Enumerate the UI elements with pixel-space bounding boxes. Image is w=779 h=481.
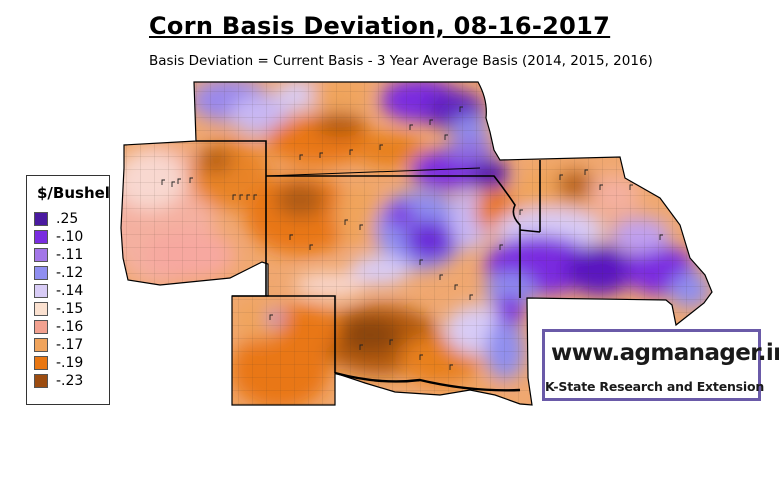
legend-label: -.11	[56, 247, 84, 263]
legend-swatch	[34, 248, 48, 262]
legend-item: .25	[34, 210, 108, 228]
legend-item: -.10	[34, 228, 108, 246]
legend-item: -.17	[34, 336, 108, 354]
legend-label: .25	[56, 211, 79, 227]
page-title: Corn Basis Deviation, 08-16-2017	[149, 12, 611, 40]
legend-swatch	[34, 338, 48, 352]
legend-label: -.12	[56, 265, 84, 281]
legend-label: -.23	[56, 373, 84, 389]
legend-swatch	[34, 230, 48, 244]
legend-title: $/Bushel	[37, 184, 110, 202]
elevator-markers	[161, 106, 663, 370]
legend-item: -.15	[34, 300, 108, 318]
legend-swatch	[34, 356, 48, 370]
legend-swatch	[34, 212, 48, 226]
legend-item: -.14	[34, 282, 108, 300]
legend-item: -.19	[34, 354, 108, 372]
page-subtitle: Basis Deviation = Current Basis - 3 Year…	[149, 53, 653, 69]
brand-org: K-State Research and Extension	[545, 379, 765, 394]
legend-swatch	[34, 302, 48, 316]
legend: $/Bushel .25 -.10 -.11 -.12 -.14 -.15 -.…	[26, 175, 110, 405]
legend-label: -.17	[56, 337, 84, 353]
brand-url[interactable]: www.agmanager.info	[551, 340, 779, 366]
legend-label: -.10	[56, 229, 84, 245]
legend-swatch	[34, 284, 48, 298]
legend-label: -.16	[56, 319, 84, 335]
legend-item: -.12	[34, 264, 108, 282]
agmanager-logo-box[interactable]: www.agmanager.info K-State Research and …	[542, 329, 779, 401]
legend-label: -.19	[56, 355, 84, 371]
legend-item: -.23	[34, 372, 108, 390]
legend-label: -.15	[56, 301, 84, 317]
legend-item: -.16	[34, 318, 108, 336]
legend-swatch	[34, 266, 48, 280]
legend-item: -.11	[34, 246, 108, 264]
legend-swatch	[34, 320, 48, 334]
legend-label: -.14	[56, 283, 84, 299]
legend-swatch	[34, 374, 48, 388]
state-borders	[120, 81, 713, 406]
